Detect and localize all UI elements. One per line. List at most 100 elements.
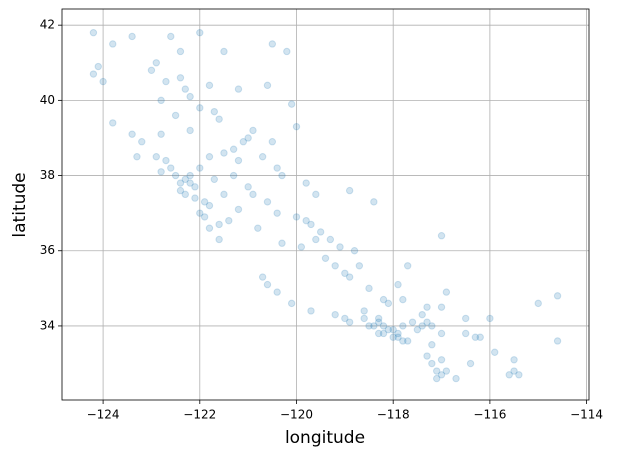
point	[331, 262, 339, 270]
point	[316, 228, 325, 236]
point	[433, 367, 441, 375]
point	[109, 40, 117, 48]
point	[462, 329, 470, 338]
point	[176, 186, 185, 195]
point	[162, 156, 170, 165]
point	[89, 70, 98, 78]
point	[341, 314, 349, 323]
point	[321, 254, 330, 262]
point	[196, 104, 204, 112]
point	[428, 322, 436, 330]
point	[239, 138, 248, 146]
point	[205, 224, 214, 232]
point	[476, 333, 484, 341]
point	[437, 303, 446, 311]
point	[399, 322, 407, 330]
point	[176, 74, 185, 82]
point	[312, 235, 320, 244]
point	[437, 329, 446, 338]
y-tick-label: 42	[40, 18, 55, 32]
point	[234, 85, 243, 93]
point	[394, 280, 402, 289]
point	[389, 333, 397, 341]
point	[394, 333, 402, 341]
point	[263, 198, 272, 206]
point	[510, 367, 518, 375]
point	[157, 130, 165, 138]
point	[515, 371, 523, 379]
point	[220, 47, 228, 56]
point	[215, 115, 223, 123]
point	[486, 314, 494, 323]
point	[374, 314, 383, 323]
point	[128, 32, 136, 41]
point	[249, 190, 257, 199]
point	[152, 153, 160, 161]
point	[292, 213, 301, 221]
x-axis-label: longitude	[285, 428, 365, 448]
point	[258, 153, 267, 161]
point	[273, 164, 281, 172]
point	[428, 359, 436, 368]
point	[399, 295, 407, 304]
point	[428, 341, 436, 349]
y-tick-label: 36	[40, 243, 55, 257]
point	[176, 47, 185, 56]
point	[433, 374, 441, 383]
point	[345, 318, 354, 326]
point	[263, 81, 272, 90]
point	[181, 85, 189, 93]
point	[370, 322, 378, 330]
point	[258, 273, 267, 281]
x-tick-label: −124	[87, 408, 120, 422]
point	[162, 77, 170, 86]
point	[244, 134, 252, 142]
point	[268, 138, 277, 146]
point	[418, 310, 426, 319]
point	[186, 179, 194, 187]
point	[336, 243, 344, 251]
point	[408, 318, 417, 326]
point	[186, 92, 194, 101]
point	[249, 126, 257, 135]
point	[287, 100, 296, 108]
point	[403, 262, 412, 270]
point	[553, 337, 562, 345]
point	[437, 356, 446, 364]
point	[374, 318, 383, 326]
point	[442, 367, 451, 375]
point	[171, 171, 180, 180]
point	[186, 126, 194, 135]
point	[229, 145, 238, 153]
point	[94, 62, 102, 71]
point	[196, 209, 204, 217]
point	[379, 295, 388, 304]
point	[254, 224, 262, 232]
point	[210, 107, 218, 116]
point	[403, 337, 412, 345]
plot-frame	[61, 8, 590, 401]
point	[379, 329, 388, 338]
point	[278, 239, 286, 247]
point	[462, 314, 470, 323]
point	[471, 333, 480, 341]
point	[99, 77, 107, 86]
point	[200, 213, 209, 221]
point	[89, 28, 98, 37]
point	[234, 205, 243, 214]
y-tick-label: 40	[40, 93, 55, 107]
point	[128, 130, 136, 138]
point	[389, 325, 397, 334]
y-axis-label: latitude	[10, 172, 30, 237]
point	[278, 171, 286, 180]
point	[491, 348, 499, 356]
point	[307, 220, 315, 229]
point	[534, 299, 542, 308]
point	[220, 149, 228, 157]
point	[384, 325, 393, 334]
point	[268, 40, 277, 48]
point	[553, 292, 562, 300]
x-tick-label: −120	[280, 408, 313, 422]
point	[181, 175, 189, 184]
point	[157, 168, 165, 176]
